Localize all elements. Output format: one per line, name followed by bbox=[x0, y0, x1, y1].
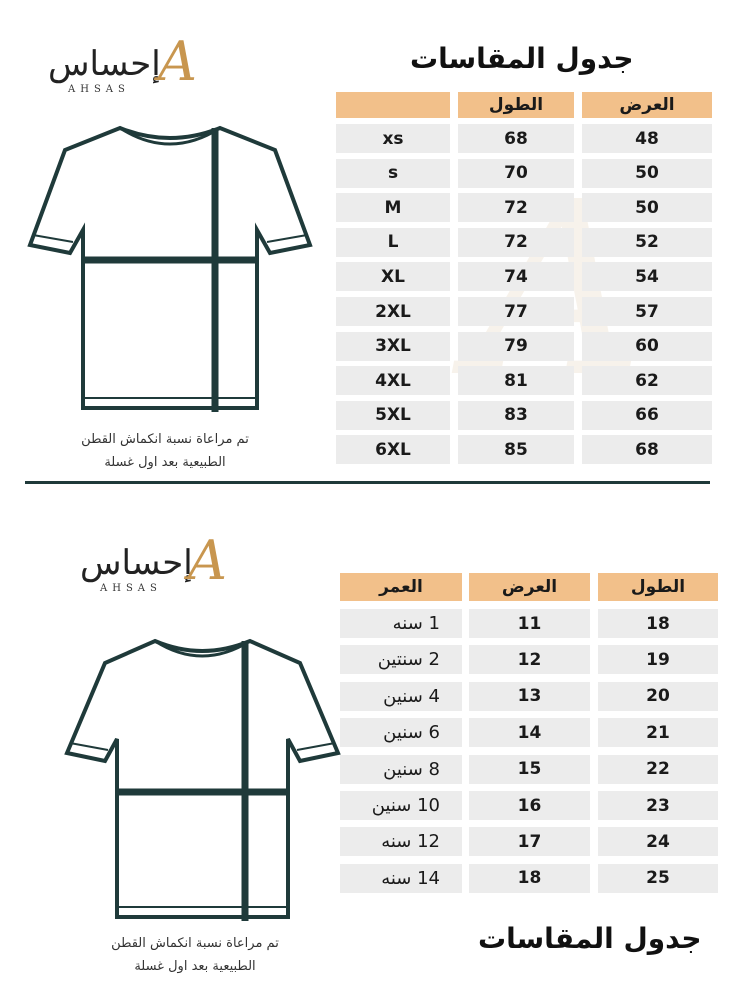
table-cell: 19 bbox=[598, 645, 718, 675]
table-cell: 57 bbox=[582, 297, 712, 326]
logo-name-en: AHSAS bbox=[100, 583, 162, 594]
column-header: العرض bbox=[582, 92, 712, 118]
table-cell: 66 bbox=[582, 400, 712, 430]
table-cell: 72 bbox=[458, 227, 574, 257]
note-line: الطبيعية بعد اول غسلة bbox=[104, 455, 226, 470]
table-cell: 6XL bbox=[336, 435, 450, 465]
logo-name-en: AHSAS bbox=[68, 84, 130, 95]
table-cell: s bbox=[336, 158, 450, 188]
table-cell: 24 bbox=[598, 827, 718, 857]
logo-top: إحساس AHSAS A bbox=[48, 30, 218, 100]
table-cell: 25 bbox=[598, 863, 718, 893]
column-header: العمر bbox=[340, 573, 462, 601]
table-cell: 81 bbox=[458, 366, 574, 396]
table-cell: 3XL bbox=[336, 331, 450, 361]
table-cell: 15 bbox=[469, 754, 590, 784]
table-cell: 74 bbox=[458, 262, 574, 292]
logo-name-ar: إحساس bbox=[80, 543, 193, 583]
table-cell: 6 سنين bbox=[340, 718, 462, 748]
table-cell: 16 bbox=[469, 791, 590, 820]
column-header: العرض bbox=[469, 573, 590, 601]
table-cell: 12 bbox=[469, 645, 590, 675]
table-cell: 83 bbox=[458, 400, 574, 430]
note-line: الطبيعية بعد اول غسلة bbox=[134, 959, 256, 974]
section-divider bbox=[25, 481, 710, 484]
table-cell: 72 bbox=[458, 193, 574, 223]
table-cell: 79 bbox=[458, 331, 574, 361]
table-cell: 50 bbox=[582, 158, 712, 188]
table-cell: 12 سنه bbox=[340, 827, 462, 857]
table-cell: L bbox=[336, 227, 450, 257]
table-cell: M bbox=[336, 193, 450, 223]
table-cell: 4XL bbox=[336, 366, 450, 396]
logo-monogram-icon: A bbox=[158, 30, 197, 93]
kids-shirt-illustration bbox=[64, 638, 341, 921]
table-cell: 48 bbox=[582, 124, 712, 153]
column-header bbox=[336, 92, 450, 118]
table-cell: 68 bbox=[458, 124, 574, 153]
table-cell: 14 سنه bbox=[340, 863, 462, 893]
adult-shirt-illustration bbox=[27, 125, 313, 412]
table-cell: 5XL bbox=[336, 400, 450, 430]
adult-shrink-note: تم مراعاة نسبة انكماش القطن الطبيعية بعد… bbox=[40, 428, 290, 474]
table-cell: 85 bbox=[458, 435, 574, 465]
table-cell: 22 bbox=[598, 754, 718, 784]
table-cell: XL bbox=[336, 262, 450, 292]
adult-size-chart-title: جدول المقاسات bbox=[410, 42, 634, 75]
column-header: الطول bbox=[458, 92, 574, 118]
table-cell: 11 bbox=[469, 609, 590, 638]
table-cell: 60 bbox=[582, 331, 712, 361]
table-cell: 21 bbox=[598, 718, 718, 748]
table-cell: 52 bbox=[582, 227, 712, 257]
table-cell: 1 سنه bbox=[340, 609, 462, 638]
table-cell: 70 bbox=[458, 158, 574, 188]
table-cell: 10 سنين bbox=[340, 791, 462, 820]
table-cell: 2 سنتين bbox=[340, 645, 462, 675]
table-cell: 2XL bbox=[336, 297, 450, 326]
table-cell: 18 bbox=[598, 609, 718, 638]
column-header: الطول bbox=[598, 573, 718, 601]
note-line: تم مراعاة نسبة انكماش القطن bbox=[111, 936, 279, 951]
table-cell: 20 bbox=[598, 681, 718, 711]
logo-monogram-icon: A bbox=[188, 529, 227, 592]
note-line: تم مراعاة نسبة انكماش القطن bbox=[81, 432, 249, 447]
table-cell: 8 سنين bbox=[340, 754, 462, 784]
kids-shrink-note: تم مراعاة نسبة انكماش القطن الطبيعية بعد… bbox=[70, 932, 320, 978]
table-cell: 14 bbox=[469, 718, 590, 748]
logo-bottom: إحساس AHSAS A bbox=[80, 525, 250, 600]
table-cell: xs bbox=[336, 124, 450, 153]
table-cell: 4 سنين bbox=[340, 681, 462, 711]
table-cell: 17 bbox=[469, 827, 590, 857]
logo-name-ar: إحساس bbox=[48, 44, 161, 84]
table-cell: 68 bbox=[582, 435, 712, 465]
table-cell: 50 bbox=[582, 193, 712, 223]
table-cell: 18 bbox=[469, 863, 590, 893]
table-cell: 54 bbox=[582, 262, 712, 292]
kids-size-chart-title: جدول المقاسات bbox=[478, 922, 702, 955]
table-cell: 13 bbox=[469, 681, 590, 711]
table-cell: 62 bbox=[582, 366, 712, 396]
table-cell: 23 bbox=[598, 791, 718, 820]
table-cell: 77 bbox=[458, 297, 574, 326]
